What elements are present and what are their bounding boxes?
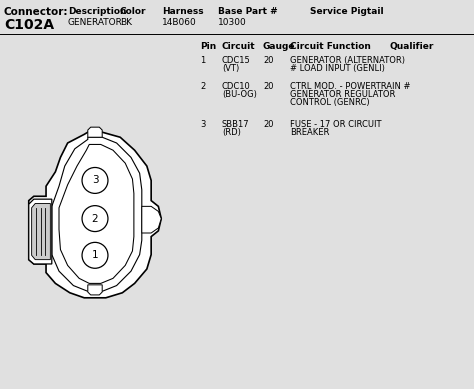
Text: Connector:: Connector:: [4, 7, 69, 17]
Text: Description: Description: [68, 7, 127, 16]
Text: 14B060: 14B060: [162, 18, 197, 27]
Text: CDC10: CDC10: [222, 82, 251, 91]
Text: 3: 3: [200, 120, 205, 129]
Polygon shape: [142, 206, 161, 233]
Text: 2: 2: [200, 82, 205, 91]
Text: BK: BK: [120, 18, 132, 27]
Circle shape: [82, 206, 108, 231]
Text: FUSE - 17 OR CIRCUIT: FUSE - 17 OR CIRCUIT: [290, 120, 382, 129]
Text: 1: 1: [200, 56, 205, 65]
Polygon shape: [88, 127, 102, 137]
Text: (VT): (VT): [222, 64, 239, 73]
Text: Circuit Function: Circuit Function: [290, 42, 371, 51]
Text: CDC15: CDC15: [222, 56, 251, 65]
Text: SBB17: SBB17: [222, 120, 250, 129]
Text: (RD): (RD): [222, 128, 241, 137]
Text: 20: 20: [263, 120, 273, 129]
Text: 1: 1: [91, 250, 98, 260]
Text: 2: 2: [91, 214, 98, 224]
Text: Qualifier: Qualifier: [390, 42, 434, 51]
Text: GENERATOR: GENERATOR: [68, 18, 123, 27]
Text: CTRL MOD. - POWERTRAIN #: CTRL MOD. - POWERTRAIN #: [290, 82, 410, 91]
Polygon shape: [29, 199, 52, 264]
Text: Pin: Pin: [200, 42, 216, 51]
Polygon shape: [29, 132, 161, 298]
Text: CONTROL (GENRC): CONTROL (GENRC): [290, 98, 370, 107]
Text: (BU-OG): (BU-OG): [222, 90, 257, 99]
Text: C102A: C102A: [4, 18, 54, 32]
Polygon shape: [88, 285, 102, 295]
Text: Circuit: Circuit: [222, 42, 255, 51]
Text: Color: Color: [120, 7, 146, 16]
Circle shape: [82, 168, 108, 193]
Text: # LOAD INPUT (GENLI): # LOAD INPUT (GENLI): [290, 64, 385, 73]
Circle shape: [82, 242, 108, 268]
Text: 20: 20: [263, 82, 273, 91]
Text: 10300: 10300: [218, 18, 247, 27]
Text: Base Part #: Base Part #: [218, 7, 278, 16]
Text: BREAKER: BREAKER: [290, 128, 329, 137]
Text: Gauge: Gauge: [263, 42, 295, 51]
Text: GENERATOR REGULATOR: GENERATOR REGULATOR: [290, 90, 395, 99]
Text: Service Pigtail: Service Pigtail: [310, 7, 383, 16]
Text: Harness: Harness: [162, 7, 204, 16]
Text: 20: 20: [263, 56, 273, 65]
Text: 3: 3: [91, 175, 98, 186]
Text: GENERATOR (ALTERNATOR): GENERATOR (ALTERNATOR): [290, 56, 405, 65]
Polygon shape: [32, 203, 50, 259]
